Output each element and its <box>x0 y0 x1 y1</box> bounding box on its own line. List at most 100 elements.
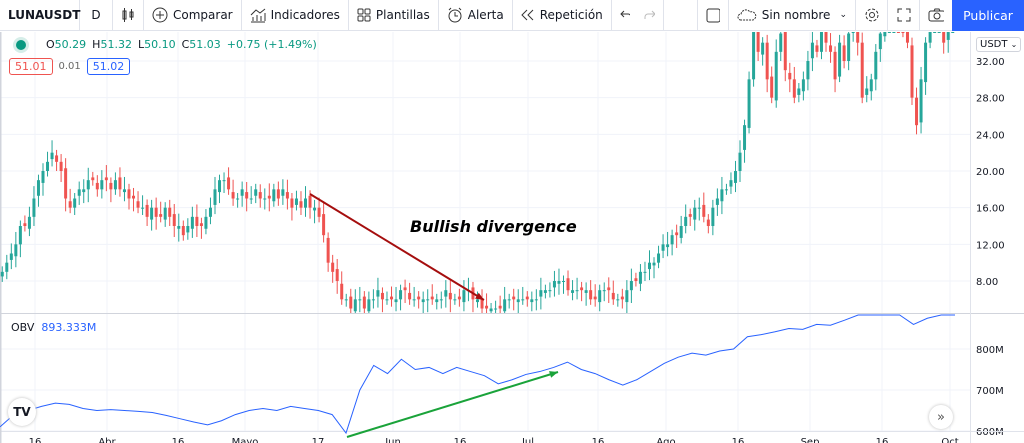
candle-body <box>797 88 801 95</box>
time-tick-label: Jul <box>521 437 534 443</box>
candle-body <box>801 79 805 92</box>
candle-body <box>77 189 81 196</box>
candle-body <box>842 45 846 61</box>
candle-body <box>267 195 271 199</box>
candle-body <box>733 171 737 183</box>
alarm-clock-icon <box>448 7 462 23</box>
cloud-icon <box>737 9 757 21</box>
fullscreen-button[interactable] <box>888 0 920 31</box>
candle-body <box>127 189 131 199</box>
candle-body <box>933 32 937 33</box>
indicators-label: Indicadores <box>270 8 340 22</box>
candle-body <box>349 296 353 309</box>
candle-body <box>281 189 285 196</box>
tradingview-logo[interactable]: TV <box>8 398 36 426</box>
market-status-icon <box>16 39 26 50</box>
compare-button[interactable]: Comparar <box>144 0 242 31</box>
candle-body <box>661 244 665 251</box>
layout-name-button[interactable]: Sin nombre ⌄ <box>729 0 856 31</box>
candle-body <box>571 290 575 293</box>
candle-body <box>593 296 597 300</box>
scroll-to-realtime-button[interactable]: » <box>929 405 953 429</box>
candle-body <box>118 177 122 190</box>
candle-body <box>896 32 900 33</box>
chart-area[interactable]: 32.00 28.00 24.00 20.00 16.00 12.00 8.00 800M 70… <box>0 32 1024 443</box>
candle-body <box>901 32 905 33</box>
select-layout-button[interactable] <box>696 0 729 31</box>
candle-body <box>394 299 398 303</box>
interval-label: D <box>91 8 101 22</box>
alert-button[interactable]: Alerta <box>439 0 513 31</box>
candle-body <box>457 296 461 300</box>
candle-body <box>358 299 362 301</box>
candle-body <box>819 32 823 52</box>
publish-button[interactable]: Publicar <box>952 0 1024 31</box>
candle-body <box>254 189 258 196</box>
candle-body <box>399 290 403 300</box>
candle-body <box>304 198 308 208</box>
candle-body <box>227 177 231 190</box>
candle-body <box>380 292 384 300</box>
candle-body <box>376 290 380 297</box>
candle-body <box>408 292 412 300</box>
obv-line <box>0 314 955 435</box>
indicators-button[interactable]: Indicadores <box>242 0 349 31</box>
candle-body <box>55 155 59 162</box>
replay-button[interactable]: Repetición <box>513 0 612 31</box>
candle-body <box>36 180 40 196</box>
candle-body <box>421 299 425 303</box>
candle-body <box>272 189 276 202</box>
sell-button[interactable]: 51.01 <box>9 58 53 75</box>
candle-body <box>190 216 194 229</box>
candle-body <box>878 33 882 50</box>
candle-body <box>322 214 326 236</box>
time-tick-label: 16 <box>172 437 185 443</box>
candle-body <box>485 305 489 309</box>
candle-body <box>611 292 615 300</box>
candle-body <box>910 45 914 98</box>
candle-body <box>430 296 434 300</box>
candle-body <box>625 290 629 303</box>
candle-body <box>498 305 502 309</box>
candle-body <box>729 180 733 187</box>
settings-button[interactable] <box>856 0 888 31</box>
undo-redo-group <box>612 0 664 31</box>
candle-body <box>335 269 339 282</box>
candle-body <box>815 45 819 52</box>
screenshot-button[interactable] <box>920 0 952 31</box>
time-tick-label: Sep <box>801 437 820 443</box>
candle-body <box>213 189 217 205</box>
undo-icon[interactable] <box>620 10 631 20</box>
candle-body <box>68 201 72 208</box>
candle-body <box>752 32 756 80</box>
candle-body <box>27 216 31 229</box>
symbol-search-button[interactable]: LUNAUSDT <box>0 0 80 31</box>
candle-body <box>177 226 181 229</box>
currency-select[interactable]: USDT ⌄ <box>976 37 1022 52</box>
candle-body <box>299 201 303 208</box>
candle-body <box>806 61 810 80</box>
time-tick-label: Abr <box>98 437 116 443</box>
time-tick-label: 16 <box>876 437 889 443</box>
indicators-icon <box>250 8 266 23</box>
plus-circle-icon <box>152 7 168 23</box>
annotation-text[interactable]: Bullish divergence <box>410 217 577 236</box>
templates-button[interactable]: Plantillas <box>349 0 439 31</box>
replay-label: Repetición <box>539 8 603 22</box>
candle-body <box>317 207 321 217</box>
interval-button[interactable]: D <box>80 0 113 31</box>
candle-body <box>95 182 99 190</box>
price-trend-arrow-head <box>475 292 484 300</box>
chart-type-button[interactable] <box>113 0 144 31</box>
candle-body <box>915 97 919 126</box>
buy-button[interactable]: 51.02 <box>86 58 131 75</box>
redo-icon[interactable] <box>644 10 655 20</box>
obv-tick-label: 700M <box>976 386 1004 397</box>
price-tick-label: 32.00 <box>976 57 1005 68</box>
price-tick-label: 24.00 <box>976 130 1005 141</box>
candle-body <box>181 226 185 236</box>
candle-body <box>706 219 710 227</box>
candle-body <box>874 51 878 80</box>
time-tick-label: 16 <box>454 437 467 443</box>
candle-body <box>340 283 344 300</box>
